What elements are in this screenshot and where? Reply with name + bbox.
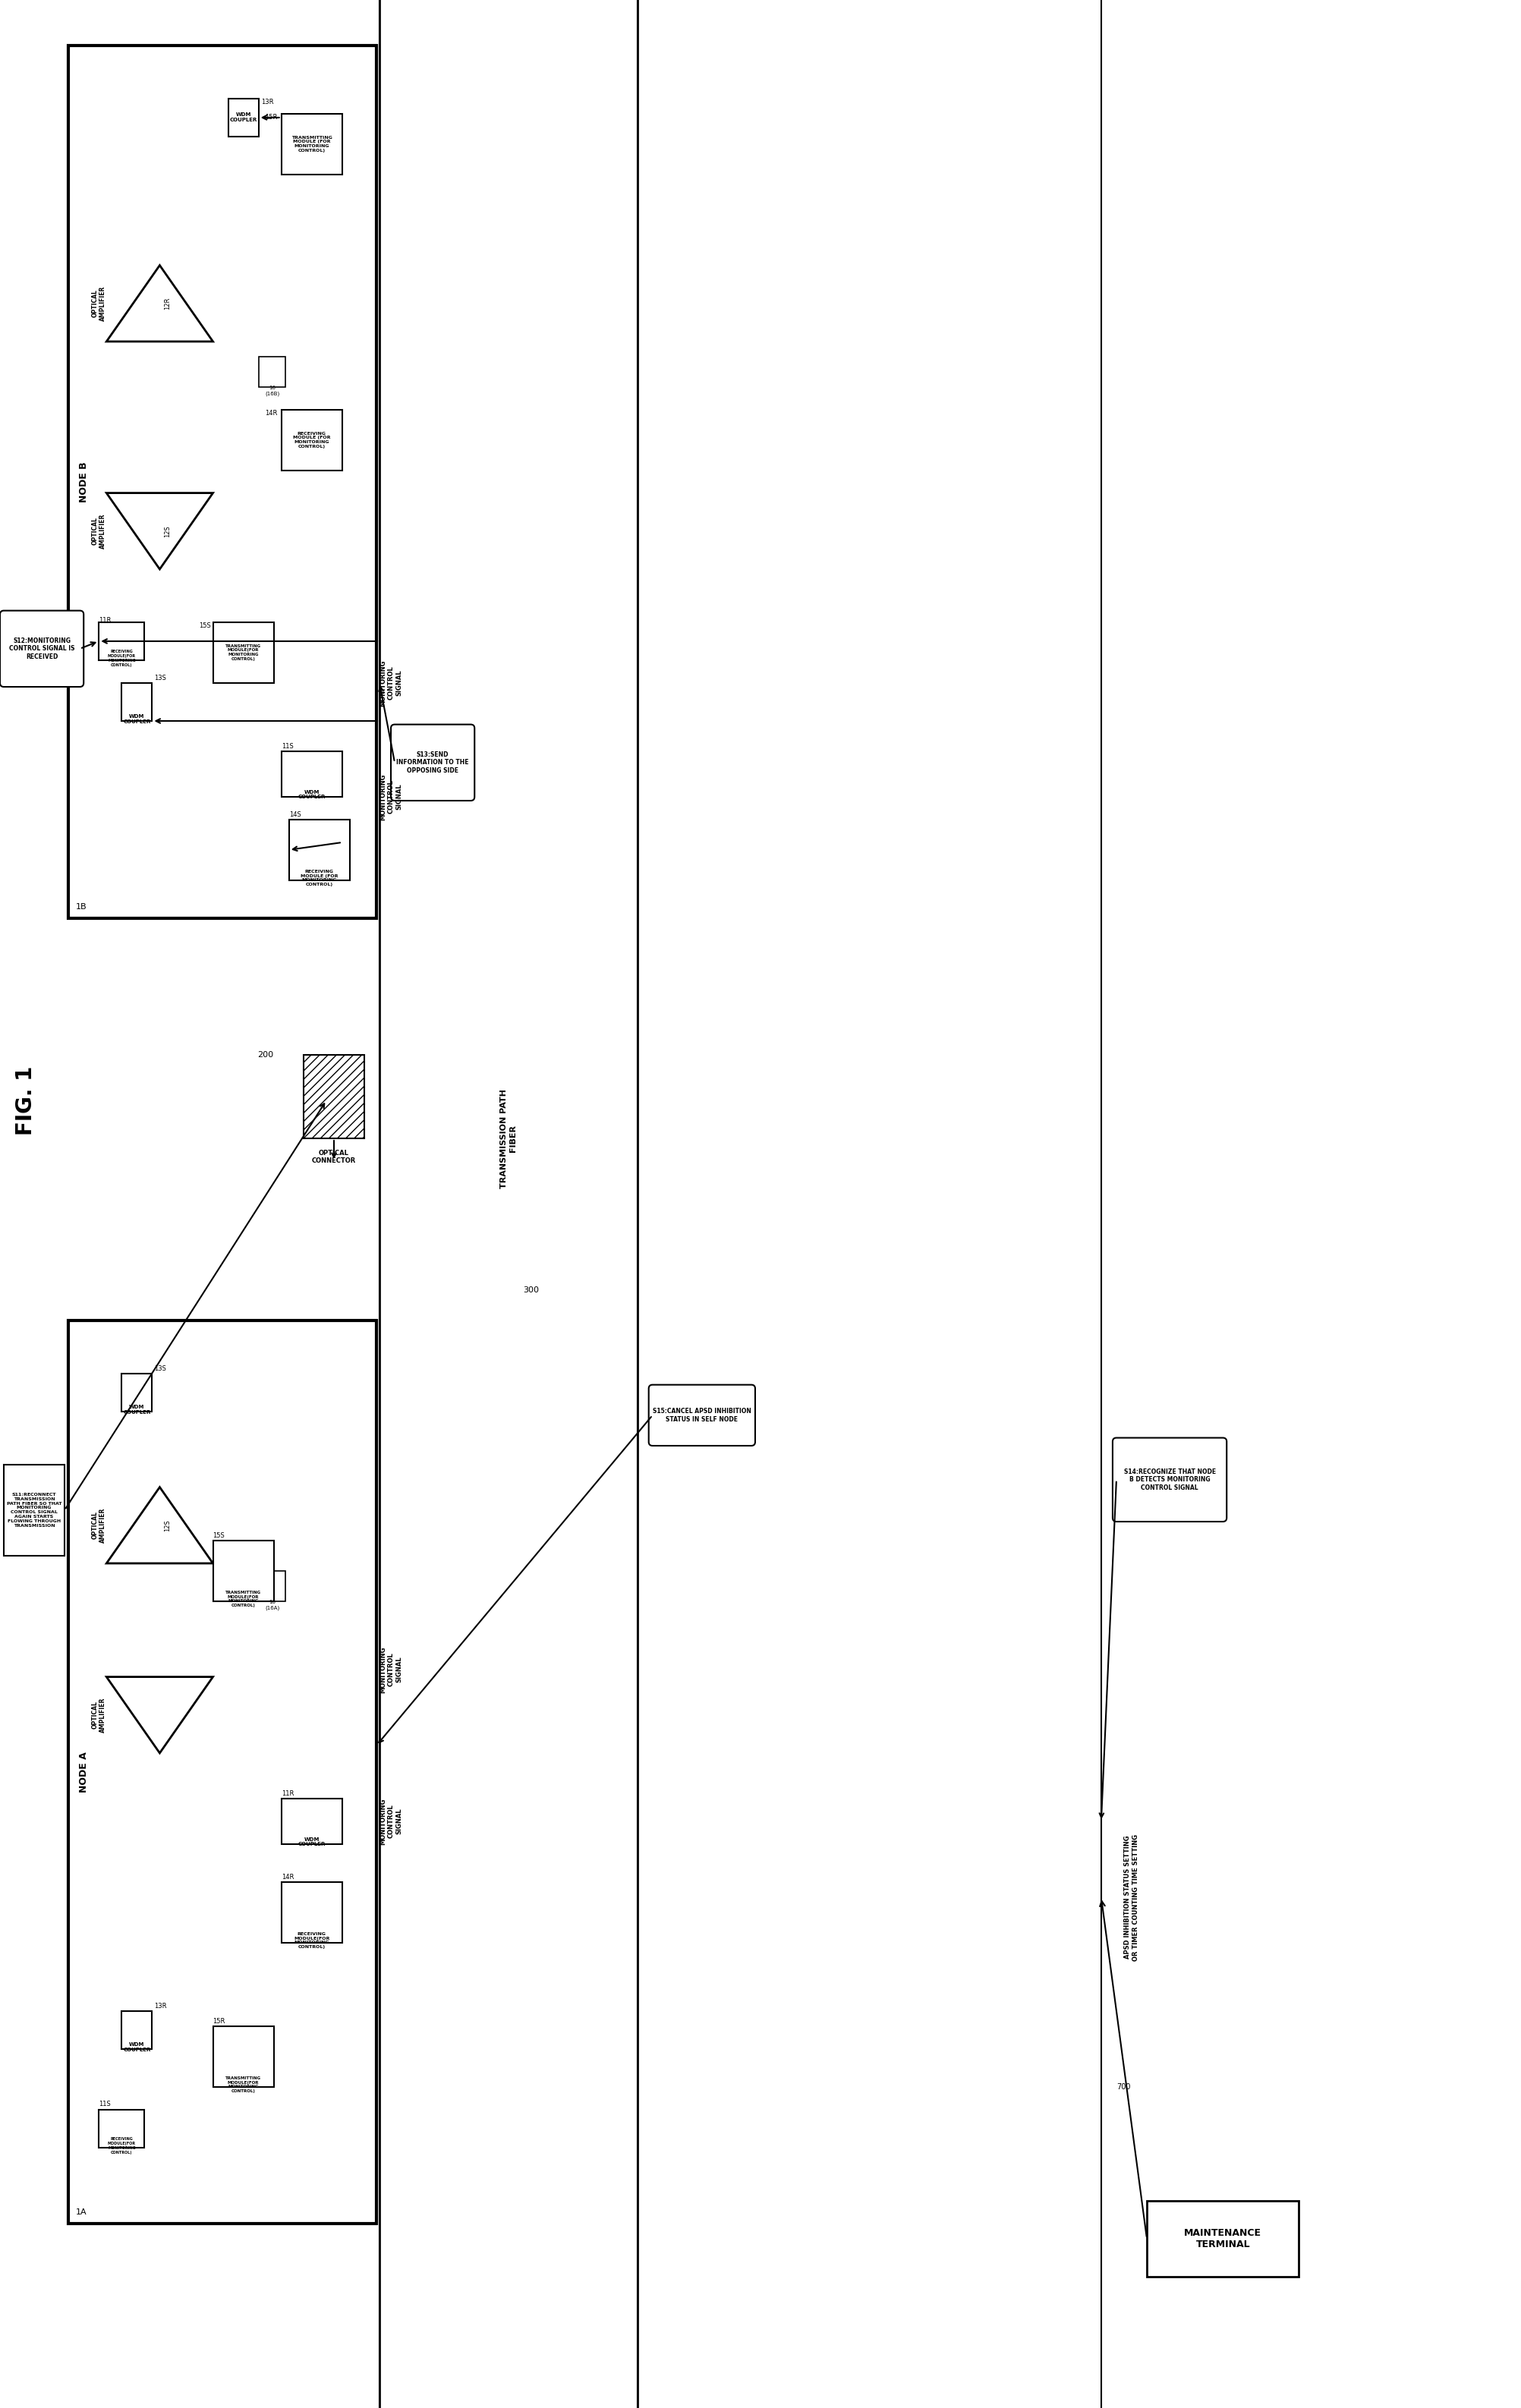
Text: 200: 200	[257, 1050, 274, 1060]
Text: 13S: 13S	[155, 1365, 166, 1373]
Bar	[1147, 2201, 1299, 2276]
Text: WDM
COUPLER: WDM COUPLER	[123, 2042, 151, 2052]
Text: 12S: 12S	[164, 525, 170, 537]
Text: WDM
COUPLER: WDM COUPLER	[298, 1837, 325, 1847]
Text: 11S: 11S	[99, 2100, 111, 2107]
Text: NODE A: NODE A	[79, 1751, 88, 1792]
Text: 15R: 15R	[265, 113, 277, 120]
Text: MONITORING
CONTROL
SIGNAL: MONITORING CONTROL SIGNAL	[380, 1799, 402, 1845]
Text: TRANSMITTING
MODULE (FOR
MONITORING
CONTROL): TRANSMITTING MODULE (FOR MONITORING CONT…	[292, 135, 332, 152]
Text: 12S: 12S	[164, 1519, 170, 1531]
Text: RECEIVING
MODULE(FOR
MONITORING
CONTROL): RECEIVING MODULE(FOR MONITORING CONTROL)	[108, 2138, 135, 2155]
Text: OPTICAL
AMPLIFIER: OPTICAL AMPLIFIER	[91, 513, 106, 549]
Text: RECEIVING
MODULE (FOR
MONITORING
CONTROL): RECEIVING MODULE (FOR MONITORING CONTROL…	[301, 869, 338, 886]
Bar	[259, 1570, 284, 1601]
Text: 300: 300	[523, 1286, 538, 1293]
Bar	[281, 113, 342, 173]
Polygon shape	[106, 265, 213, 342]
Text: OPTICAL
AMPLIFIER: OPTICAL AMPLIFIER	[91, 1698, 106, 1734]
Text: 11S: 11S	[281, 742, 294, 749]
Text: S14:RECOGNIZE THAT NODE
B DETECTS MONITORING
CONTROL SIGNAL: S14:RECOGNIZE THAT NODE B DETECTS MONITO…	[1124, 1469, 1215, 1491]
Text: 13S: 13S	[155, 674, 166, 681]
Text: OPTICAL
CONNECTOR: OPTICAL CONNECTOR	[312, 1149, 356, 1165]
Text: OPTICAL
AMPLIFIER: OPTICAL AMPLIFIER	[91, 287, 106, 320]
Text: 15S: 15S	[213, 1531, 225, 1539]
Text: 15S: 15S	[199, 621, 210, 628]
Text: S13:SEND
INFORMATION TO THE
OPPOSING SIDE: S13:SEND INFORMATION TO THE OPPOSING SID…	[397, 751, 468, 773]
Text: TRANSMITTING
MODULE(FOR
MONITORING
CONTROL): TRANSMITTING MODULE(FOR MONITORING CONTR…	[225, 1592, 262, 1609]
Bar	[3, 1464, 64, 1556]
Text: FIG. 1: FIG. 1	[15, 1067, 37, 1134]
Text: 14R: 14R	[281, 1873, 294, 1881]
Text: 11R: 11R	[99, 616, 111, 624]
Text: 12R: 12R	[164, 296, 170, 311]
Text: MONITORING
CONTROL
SIGNAL: MONITORING CONTROL SIGNAL	[380, 773, 402, 821]
Bar	[281, 1881, 342, 1943]
Polygon shape	[106, 494, 213, 568]
FancyBboxPatch shape	[391, 725, 475, 799]
Text: WDM
COUPLER: WDM COUPLER	[298, 790, 325, 799]
Text: TRANSMISSION PATH
FIBER: TRANSMISSION PATH FIBER	[500, 1088, 517, 1187]
Bar	[68, 1320, 376, 2223]
Text: 700: 700	[1116, 2083, 1130, 2090]
Polygon shape	[106, 1676, 213, 1753]
Bar	[281, 409, 342, 470]
Bar	[259, 356, 284, 388]
Text: WDM
COUPLER: WDM COUPLER	[230, 113, 257, 123]
Bar	[122, 1373, 152, 1411]
Bar	[68, 46, 376, 917]
Text: 1A: 1A	[76, 2208, 87, 2215]
Text: TRANSMITTING
MODULE(FOR
MONITORING
CONTROL): TRANSMITTING MODULE(FOR MONITORING CONTR…	[225, 643, 262, 662]
Bar	[289, 819, 350, 881]
Text: 11R: 11R	[281, 1789, 294, 1796]
Bar	[281, 1799, 342, 1845]
Bar	[228, 99, 259, 137]
Bar	[122, 684, 152, 720]
FancyBboxPatch shape	[0, 612, 84, 686]
Bar	[99, 2109, 144, 2148]
Bar	[99, 621, 144, 660]
Bar	[304, 1055, 365, 1139]
FancyBboxPatch shape	[1113, 1438, 1226, 1522]
Text: S11:RECONNECT
TRANSMISSION
PATH FIBER SO THAT
MONITORING
CONTROL SIGNAL
AGAIN ST: S11:RECONNECT TRANSMISSION PATH FIBER SO…	[6, 1493, 62, 1527]
Text: S15:CANCEL APSD INHIBITION
STATUS IN SELF NODE: S15:CANCEL APSD INHIBITION STATUS IN SEL…	[653, 1409, 751, 1423]
Text: 16
(16A): 16 (16A)	[265, 1599, 280, 1611]
Bar	[122, 2011, 152, 2049]
Text: RECEIVING
MODULE(FOR
MONITORING
CONTROL): RECEIVING MODULE(FOR MONITORING CONTROL)	[294, 1931, 330, 1948]
Bar	[213, 1541, 274, 1601]
Text: MAINTENANCE
TERMINAL: MAINTENANCE TERMINAL	[1185, 2227, 1261, 2249]
Text: APSD INHIBITION STATUS SETTING
OR TIMER COUNTING TIME SETTING: APSD INHIBITION STATUS SETTING OR TIMER …	[1124, 1835, 1139, 1960]
Text: RECEIVING
MODULE(FOR
MONITORING
CONTROL): RECEIVING MODULE(FOR MONITORING CONTROL)	[108, 650, 135, 667]
Text: 14S: 14S	[289, 811, 301, 819]
Text: 1B: 1B	[76, 903, 87, 910]
Text: WDM
COUPLER: WDM COUPLER	[123, 715, 151, 725]
Text: MONITORING
CONTROL
SIGNAL: MONITORING CONTROL SIGNAL	[380, 660, 402, 706]
Bar	[281, 751, 342, 797]
Text: 13R: 13R	[262, 99, 274, 106]
Text: S12:MONITORING
CONTROL SIGNAL IS
RECEIVED: S12:MONITORING CONTROL SIGNAL IS RECEIVE…	[9, 638, 75, 660]
Bar	[213, 2025, 274, 2088]
Text: TRANSMITTING
MODULE(FOR
MONITORING
CONTROL): TRANSMITTING MODULE(FOR MONITORING CONTR…	[225, 2076, 262, 2093]
Text: RECEIVING
MODULE (FOR
MONITORING
CONTROL): RECEIVING MODULE (FOR MONITORING CONTROL…	[294, 431, 330, 448]
Bar	[213, 621, 274, 684]
Text: 16
(16B): 16 (16B)	[265, 385, 280, 395]
Text: MONITORING
CONTROL
SIGNAL: MONITORING CONTROL SIGNAL	[380, 1647, 402, 1693]
Text: 13R: 13R	[155, 2003, 167, 2008]
FancyBboxPatch shape	[648, 1385, 754, 1445]
Polygon shape	[106, 1488, 213, 1563]
Text: NODE B: NODE B	[79, 462, 88, 503]
Text: 15R: 15R	[213, 2018, 225, 2025]
Text: 14R: 14R	[265, 409, 277, 417]
Text: OPTICAL
AMPLIFIER: OPTICAL AMPLIFIER	[91, 1507, 106, 1544]
Text: WDM
COUPLER: WDM COUPLER	[123, 1404, 151, 1413]
